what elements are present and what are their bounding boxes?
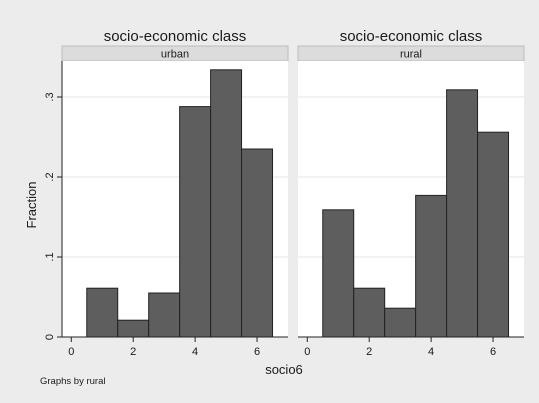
bar (415, 194, 448, 338)
bar (353, 287, 386, 338)
y-tick-label: .3 (44, 92, 56, 101)
panel-rural: socio-economic class rural 0 2 4 6 (297, 28, 525, 358)
bar (384, 307, 417, 338)
panel-title: socio-economic class (104, 28, 247, 45)
x-tick-label: 4 (192, 346, 198, 358)
x-tick-label: 2 (366, 346, 372, 358)
bar (148, 292, 181, 338)
panel-urban: socio-economic class urban 0 2 4 6 0 .1 .2 .3 (44, 28, 289, 358)
x-tick-label: 2 (130, 346, 136, 358)
bar (117, 319, 150, 338)
y-tick-label: 0 (44, 334, 56, 340)
x-tick-label: 6 (254, 346, 260, 358)
bar (477, 131, 510, 338)
bar (210, 69, 243, 338)
bar (241, 148, 274, 338)
y-tick-label: .2 (44, 172, 56, 181)
x-tick-label: 0 (304, 346, 310, 358)
strip-label: rural (400, 49, 422, 61)
bar (179, 106, 212, 338)
y-tick-label: .1 (44, 252, 56, 261)
y-axis-label: Fraction (24, 182, 39, 229)
graphs-by-note: Graphs by rural (40, 376, 105, 387)
x-axis-label: socio6 (265, 362, 303, 377)
x-tick-label: 4 (428, 346, 434, 358)
bar (86, 287, 119, 338)
strip-label: urban (161, 49, 189, 61)
bar (322, 209, 355, 338)
x-tick-label: 6 (490, 346, 496, 358)
x-tick-label: 0 (68, 346, 74, 358)
panel-title: socio-economic class (340, 28, 483, 45)
bar (446, 89, 479, 338)
